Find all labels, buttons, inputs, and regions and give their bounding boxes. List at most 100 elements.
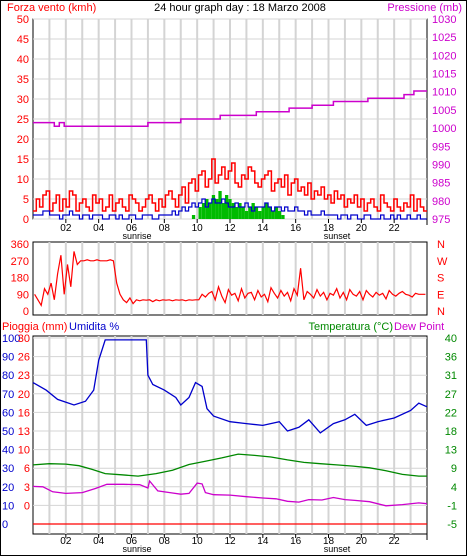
wind-green-bar [274, 207, 278, 219]
pressure-tick-label: 1015 [432, 69, 456, 81]
wind-speed-tick-label: 10 [17, 174, 29, 186]
wind-speed-tick-label: 15 [17, 154, 29, 166]
wind-green-bar [228, 199, 232, 219]
temperature-tick-label: 27 [445, 389, 457, 401]
wind-speed-tick-label: 5 [23, 194, 29, 206]
temperature-tick-label: 18 [445, 426, 457, 438]
wind-green-bar [238, 203, 242, 219]
x-tick-label: 14 [257, 223, 269, 234]
x-tick-label: 20 [356, 536, 368, 547]
wind-green-bar [231, 203, 235, 219]
humidity-tick-label: 30 [2, 463, 14, 475]
rain-tick-label: 20 [18, 389, 30, 401]
pressure-tick-label: 1010 [432, 87, 456, 99]
compass-label: W [437, 256, 448, 268]
compass-label: S [437, 273, 444, 285]
wind-speed-tick-label: 25 [17, 114, 29, 126]
x-tick-label: 04 [93, 536, 105, 547]
temperature-ticks: -5 -1 4 9 13 18 22 27 31 36 40 [445, 333, 457, 531]
wind-green-bar [281, 215, 285, 219]
temperature-tick-label: -5 [447, 519, 457, 531]
humidity-tick-label: 60 [2, 407, 14, 419]
pressure-tick-label: 1025 [432, 32, 456, 44]
direction-degree-label: 180 [11, 273, 29, 285]
temperature-tick-label: 4 [451, 482, 457, 494]
direction-degree-ticks: 0 90 180 270 360 [11, 239, 29, 318]
rain-axis-label: Pioggia (mm) [2, 321, 67, 333]
pressure-axis-label: Pressione (mb) [387, 2, 462, 14]
panel-1-x-ticks: 02 04 06 08 10 12 14 16 18 20 22 [60, 219, 428, 234]
wind-speed-tick-label: 45 [17, 34, 29, 46]
x-tick-label: 02 [60, 223, 72, 234]
wind-speed-tick-label: 50 [17, 14, 29, 26]
wind-green-bar [264, 203, 269, 219]
x-tick-label: 12 [224, 223, 236, 234]
pressure-tick-label: 985 [432, 178, 450, 190]
wind-green-bar [205, 199, 209, 219]
temperature-tick-label: 22 [445, 407, 457, 419]
wind-green-bar [248, 207, 252, 219]
x-tick-label: 22 [389, 223, 401, 234]
x-tick-label: 12 [224, 536, 236, 547]
x-tick-label: 14 [257, 536, 269, 547]
rain-tick-label: 6 [24, 463, 30, 475]
x-tick-label: 06 [126, 536, 138, 547]
rain-tick-label: 13 [18, 426, 30, 438]
wind-green-bar [191, 215, 196, 219]
wind-speed-tick-label: 30 [17, 94, 29, 106]
wind-speed-ticks: 0 5 10 15 20 25 30 35 40 45 50 [17, 14, 29, 226]
wind-green-bar [278, 211, 282, 219]
temperature-tick-label: 9 [451, 463, 457, 475]
x-tick-label: 18 [323, 223, 335, 234]
wind-speed-tick-label: 20 [17, 134, 29, 146]
humidity-tick-label: 20 [2, 482, 14, 494]
wind-green-bar [208, 203, 212, 219]
sunrise-label-3: sunrise [122, 544, 151, 554]
rain-tick-label: 10 [18, 445, 30, 457]
humidity-tick-label: 100 [2, 333, 20, 345]
x-tick-label: 16 [290, 223, 302, 234]
wind-green-bar [225, 195, 229, 219]
x-tick-label: 10 [192, 223, 204, 234]
compass-label: E [437, 289, 444, 301]
sunrise-label-1: sunrise [122, 231, 151, 241]
wind-speed-axis-label: Forza vento (kmh) [7, 2, 96, 14]
x-tick-label: 08 [159, 536, 171, 547]
dew-point-line [32, 479, 428, 507]
humidity-tick-label: 80 [2, 370, 14, 382]
rain-tick-label: 0 [24, 500, 30, 512]
temperature-tick-label: 40 [445, 333, 457, 345]
rain-tick-label: 3 [24, 482, 30, 494]
chart-title: 24 hour graph day : 18 Marzo 2008 [154, 2, 326, 14]
compass-label: N [437, 239, 445, 251]
panel-2-series [34, 251, 426, 308]
pressure-tick-label: 1005 [432, 105, 456, 117]
wind-green-bar [261, 207, 265, 219]
x-tick-label: 06 [126, 223, 138, 234]
wind-green-bar [268, 207, 272, 219]
pressure-ticks: 975 980 985 990 995 1000 1005 1010 1015 1020 1025 1… [432, 14, 456, 226]
wind-speed-tick-label: 40 [17, 54, 29, 66]
humidity-tick-label: 90 [2, 352, 14, 364]
pressure-line [33, 90, 427, 128]
rain-tick-label: 16 [18, 407, 30, 419]
x-tick-label: 02 [60, 536, 72, 547]
panel-3-x-ticks: 02 04 06 08 10 12 14 16 18 20 22 [60, 534, 428, 547]
wind-direction-line [34, 251, 426, 308]
wind-green-bar [211, 195, 216, 219]
x-tick-label: 08 [159, 223, 171, 234]
wind-green-bar [198, 207, 202, 219]
wind-green-bar [201, 203, 206, 219]
pressure-tick-label: 1000 [432, 123, 456, 135]
wind-average-line [33, 198, 427, 220]
x-tick-label: 22 [389, 536, 401, 547]
pressure-tick-label: 990 [432, 159, 450, 171]
wind-speed-tick-label: 35 [17, 74, 29, 86]
humidity-tick-label: 0 [2, 519, 8, 531]
humidity-tick-label: 50 [2, 426, 14, 438]
pressure-tick-label: 1030 [432, 14, 456, 26]
wind-gust-line [33, 158, 427, 212]
sunset-label-1: sunset [324, 231, 351, 241]
